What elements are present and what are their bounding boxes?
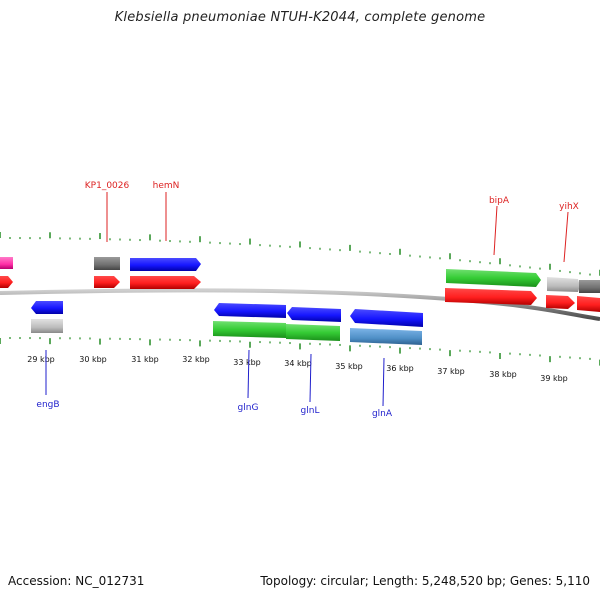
scale-label-37kbp: 37 kbp: [437, 367, 465, 376]
scale-label-29kbp: 29 kbp: [27, 355, 55, 364]
feature-green-glnl: [286, 324, 340, 341]
leader-line-glnl: [309, 353, 312, 403]
feature-grey-kp1-0026: [94, 257, 120, 270]
scale-label-32kbp: 32 kbp: [182, 355, 210, 364]
feature-red-left: [0, 276, 13, 288]
gene-label-engb: engB: [36, 400, 59, 410]
scale-label-36kbp: 36 kbp: [386, 364, 414, 373]
feature-steelblue-glna: [350, 328, 422, 345]
lower-outer-feature-track: [31, 319, 422, 345]
feature-red-kp1-0026: [94, 276, 120, 288]
genome-summary-text: Topology: circular; Length: 5,248,520 bp…: [260, 574, 590, 588]
gene-label-yihx: yihX: [559, 202, 579, 212]
feature-blue-glng: [214, 303, 286, 318]
feature-magenta-left: [0, 257, 13, 269]
scale-label-39kbp: 39 kbp: [540, 374, 568, 383]
upper-tick-track: [0, 232, 600, 276]
gene-label-glna: glnA: [372, 409, 393, 419]
map-title: Klebsiella pneumoniae NTUH-K2044, comple…: [114, 10, 486, 25]
feature-red-bipa: [445, 288, 537, 305]
scale-label-38kbp: 38 kbp: [489, 370, 517, 379]
accession-text: Accession: NC_012731: [8, 574, 145, 588]
feature-blue-glna: [350, 309, 423, 327]
feature-dark-grey-right: [579, 280, 600, 293]
feature-blue-hemn-region: [130, 258, 201, 271]
genome-backbone: [0, 288, 600, 321]
upper-outer-feature-track: [0, 257, 600, 293]
leader-line-glng: [247, 349, 250, 399]
top-leader-lines: [106, 192, 569, 263]
scale-label-31kbp: 31 kbp: [131, 355, 159, 364]
feature-light-grey-yihx: [547, 277, 580, 292]
feature-blue-engb: [31, 301, 63, 314]
gene-label-kp1-0026: KP1_0026: [85, 181, 130, 191]
gene-label-bipa: bipA: [489, 196, 510, 206]
scale-labels: 29 kbp 30 kbp 31 kbp 32 kbp 33 kbp 34 kb…: [27, 355, 568, 383]
bottom-leader-lines: [45, 349, 385, 407]
scale-label-34kbp: 34 kbp: [284, 359, 312, 368]
feature-blue-glnl: [287, 307, 341, 322]
gene-label-glng: glnG: [238, 403, 259, 413]
feature-red-right: [577, 296, 600, 312]
scale-label-35kbp: 35 kbp: [335, 362, 363, 371]
leader-line-bipa: [493, 205, 498, 256]
feature-red-yihx: [546, 295, 575, 309]
leader-line-glna: [382, 357, 385, 407]
scale-label-30kbp: 30 kbp: [79, 355, 107, 364]
bottom-gene-labels: engB glnG glnL glnA: [36, 400, 392, 419]
scale-label-33kbp: 33 kbp: [233, 358, 261, 367]
upper-inner-feature-track: [0, 276, 600, 312]
lower-tick-track: [0, 337, 600, 366]
feature-green-glng: [213, 321, 286, 338]
gene-label-hemn: hemN: [153, 181, 180, 191]
gene-label-glnl: glnL: [301, 406, 320, 416]
lower-inner-feature-track: [31, 301, 423, 327]
leader-line-yihx: [563, 211, 569, 263]
feature-red-hemn: [130, 276, 201, 289]
feature-light-grey-engb: [31, 319, 63, 333]
top-gene-labels: KP1_0026 hemN bipA yihX: [85, 181, 579, 212]
feature-green-bipa: [446, 269, 541, 287]
